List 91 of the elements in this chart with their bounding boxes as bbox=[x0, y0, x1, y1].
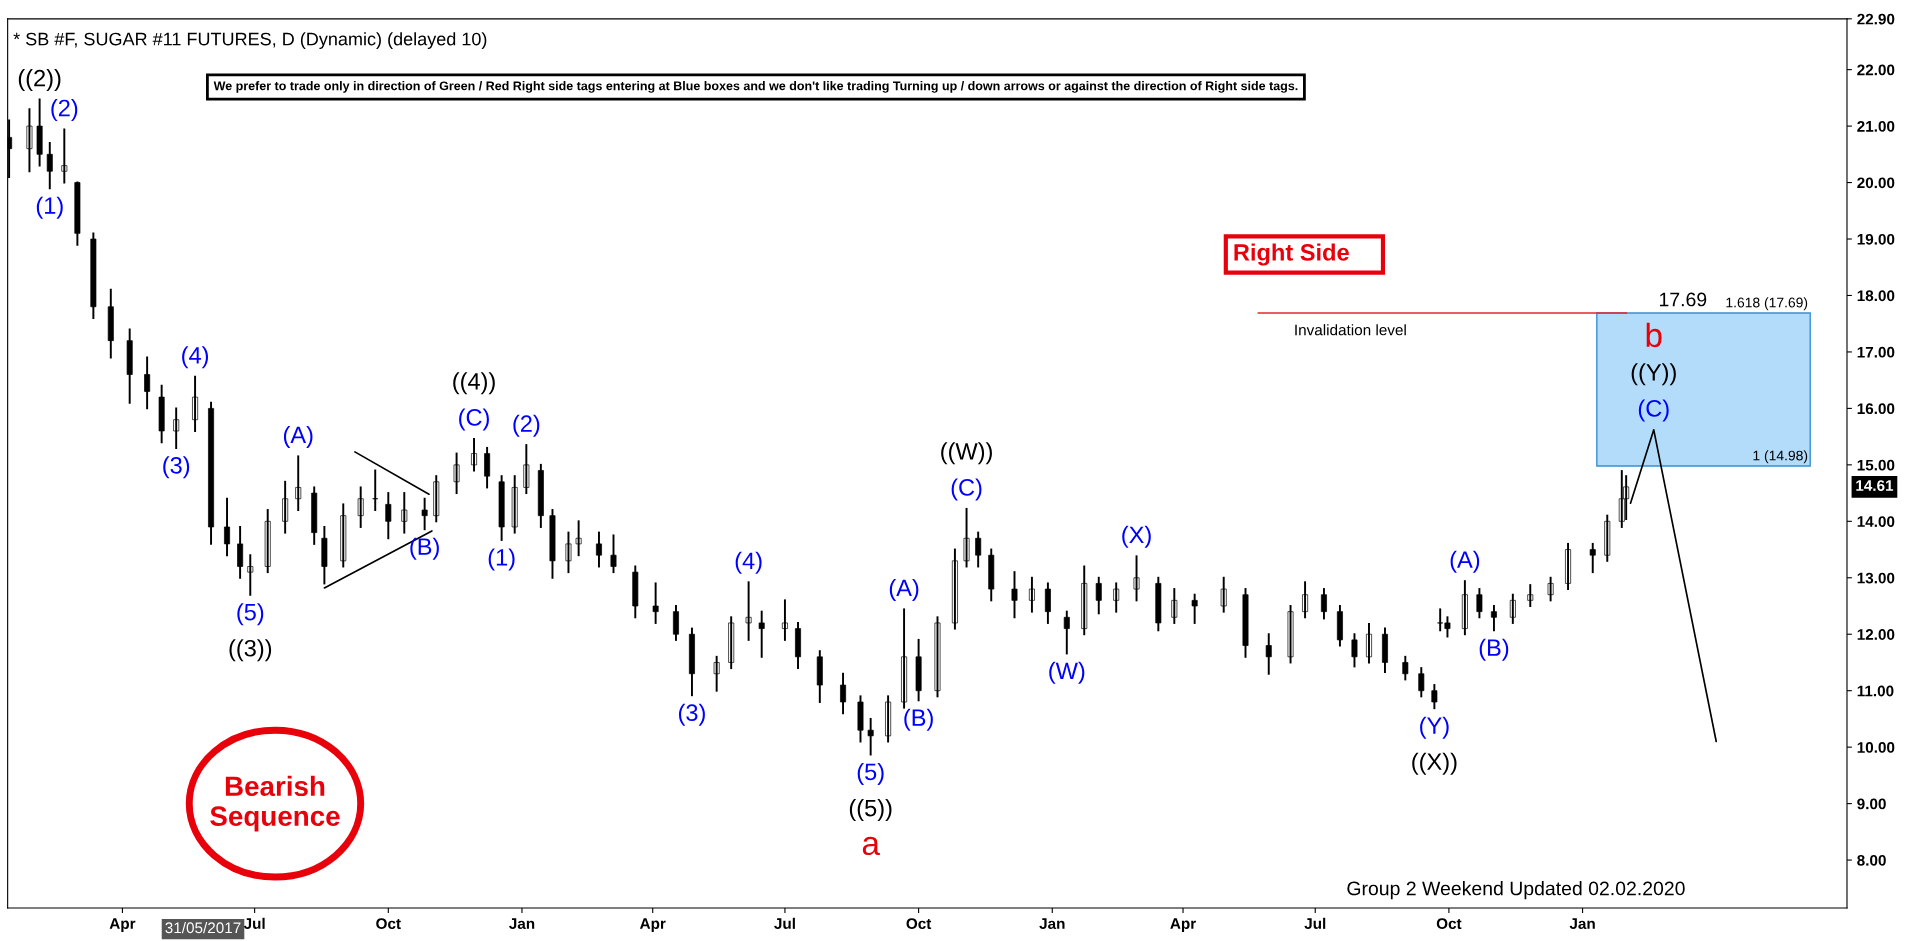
annotation: (2) bbox=[513, 414, 540, 437]
annotation: ((4)) bbox=[453, 372, 495, 395]
candlestick bbox=[745, 581, 752, 641]
annotation: (B) bbox=[904, 708, 933, 731]
annotation: (X) bbox=[1122, 525, 1151, 548]
annotation: Group 2 Weekend Updated 02.02.2020 bbox=[1347, 881, 1685, 900]
annotation: (A) bbox=[283, 425, 313, 448]
annotation: (3) bbox=[163, 456, 190, 479]
annotation: (1) bbox=[36, 196, 63, 219]
annotation: (Y) bbox=[1420, 716, 1449, 739]
y-tick-label: 14.00 bbox=[1857, 516, 1895, 527]
y-tick-label: 22.90 bbox=[1857, 13, 1895, 25]
annotation: ((Y)) bbox=[1631, 363, 1676, 386]
annotation: (W) bbox=[1049, 661, 1085, 684]
x-tick-label: Jul bbox=[774, 917, 795, 930]
annotation: (2) bbox=[51, 99, 78, 122]
y-tick-label: 16.00 bbox=[1857, 403, 1895, 415]
annotation: (5) bbox=[237, 603, 264, 626]
annotation: ((W)) bbox=[941, 442, 992, 465]
annotation: 1 (14.98) bbox=[1753, 450, 1808, 464]
candlestick bbox=[867, 717, 874, 756]
y-tick-label: 9.00 bbox=[1857, 798, 1886, 810]
x-tick-label: Jan bbox=[1569, 918, 1595, 930]
candlestick bbox=[421, 497, 428, 531]
annotation: (A) bbox=[889, 578, 919, 601]
candlestick bbox=[1011, 571, 1018, 619]
candlestick bbox=[758, 610, 765, 658]
y-tick-label: 18.00 bbox=[1857, 290, 1895, 302]
candlestick bbox=[1527, 584, 1534, 607]
y-tick-label: 10.00 bbox=[1857, 742, 1895, 753]
x-tick-label: Oct bbox=[906, 918, 932, 930]
candlestick bbox=[1589, 542, 1596, 574]
annotation: Right Side bbox=[1234, 243, 1349, 266]
annotation: ((X)) bbox=[1412, 752, 1457, 775]
y-tick-label: 12.00 bbox=[1857, 629, 1895, 640]
candlestick bbox=[652, 582, 659, 624]
annotation: (4) bbox=[735, 551, 762, 574]
y-tick-label: 19.00 bbox=[1857, 233, 1895, 245]
candlestick bbox=[549, 509, 556, 579]
x-tick-label: Jan bbox=[1039, 918, 1065, 930]
annotation: b bbox=[1646, 322, 1662, 348]
annotation: (C) bbox=[951, 478, 982, 501]
annotation: (5) bbox=[857, 762, 884, 785]
annotation: 1.618 (17.69) bbox=[1726, 297, 1808, 311]
candlestick bbox=[934, 616, 941, 698]
y-tick-label: 22.00 bbox=[1857, 64, 1895, 76]
x-tick-label: Jan bbox=[509, 918, 535, 930]
candlestick bbox=[575, 520, 582, 557]
y-tick-label: 11.00 bbox=[1857, 685, 1894, 697]
y-tick-label: 17.00 bbox=[1857, 346, 1895, 358]
candlestick bbox=[1242, 588, 1249, 658]
x-tick-label: Jul bbox=[243, 917, 265, 930]
candlestick bbox=[401, 492, 408, 534]
x-tick-label: Apr bbox=[109, 918, 136, 933]
annotation: (C) bbox=[459, 408, 489, 431]
x-tick-label: Apr bbox=[639, 918, 666, 933]
ref-line-label: Invalidation level bbox=[1295, 324, 1406, 336]
y-tick-label: 21.00 bbox=[1857, 120, 1895, 132]
annotation: (3) bbox=[678, 703, 705, 726]
x-tick-label: Oct bbox=[376, 918, 401, 930]
text: 31/05/2017 bbox=[165, 921, 241, 934]
annotation: a bbox=[862, 836, 880, 856]
annotation: (B) bbox=[410, 537, 439, 560]
y-tick-label: 13.00 bbox=[1857, 572, 1895, 584]
x-tick-label: Jul bbox=[1304, 917, 1326, 930]
annotation: (A) bbox=[1450, 550, 1480, 573]
annotation: Bearish Sequence bbox=[210, 775, 340, 832]
candlestick bbox=[61, 128, 68, 184]
candlestick bbox=[1191, 593, 1198, 624]
text: 14.61 bbox=[1856, 480, 1894, 491]
candlestick bbox=[610, 534, 617, 574]
annotation: 17.69 bbox=[1659, 292, 1707, 307]
annotation: (B) bbox=[1479, 638, 1509, 661]
y-tick-label: 8.00 bbox=[1857, 854, 1886, 866]
y-tick-label: 20.00 bbox=[1857, 177, 1895, 189]
candlestick bbox=[857, 695, 864, 743]
annotation: ((3)) bbox=[229, 639, 272, 662]
x-tick-label: Oct bbox=[1436, 918, 1462, 930]
candlestick bbox=[1133, 555, 1140, 602]
annotation: We prefer to trade only in direction of Green / Red Right side tags entering at Blue boxes and we don't like trading Turning up / down arrows or against the direction of Right side tags. bbox=[213, 81, 1298, 93]
annotation: (4) bbox=[182, 346, 209, 369]
candlestick bbox=[247, 554, 254, 596]
candlestick bbox=[1431, 684, 1438, 710]
x-tick-label: Apr bbox=[1170, 918, 1196, 933]
annotation: ((5)) bbox=[849, 799, 892, 822]
annotation: ((2)) bbox=[18, 69, 61, 92]
text: * SB #F, SUGAR #11 FUTURES, D (Dynamic) (delayed 10) bbox=[13, 32, 487, 49]
annotation: (1) bbox=[488, 548, 515, 571]
annotation: (C) bbox=[1638, 399, 1669, 422]
y-tick-label: 15.00 bbox=[1857, 459, 1895, 471]
candlestick bbox=[1220, 576, 1227, 613]
